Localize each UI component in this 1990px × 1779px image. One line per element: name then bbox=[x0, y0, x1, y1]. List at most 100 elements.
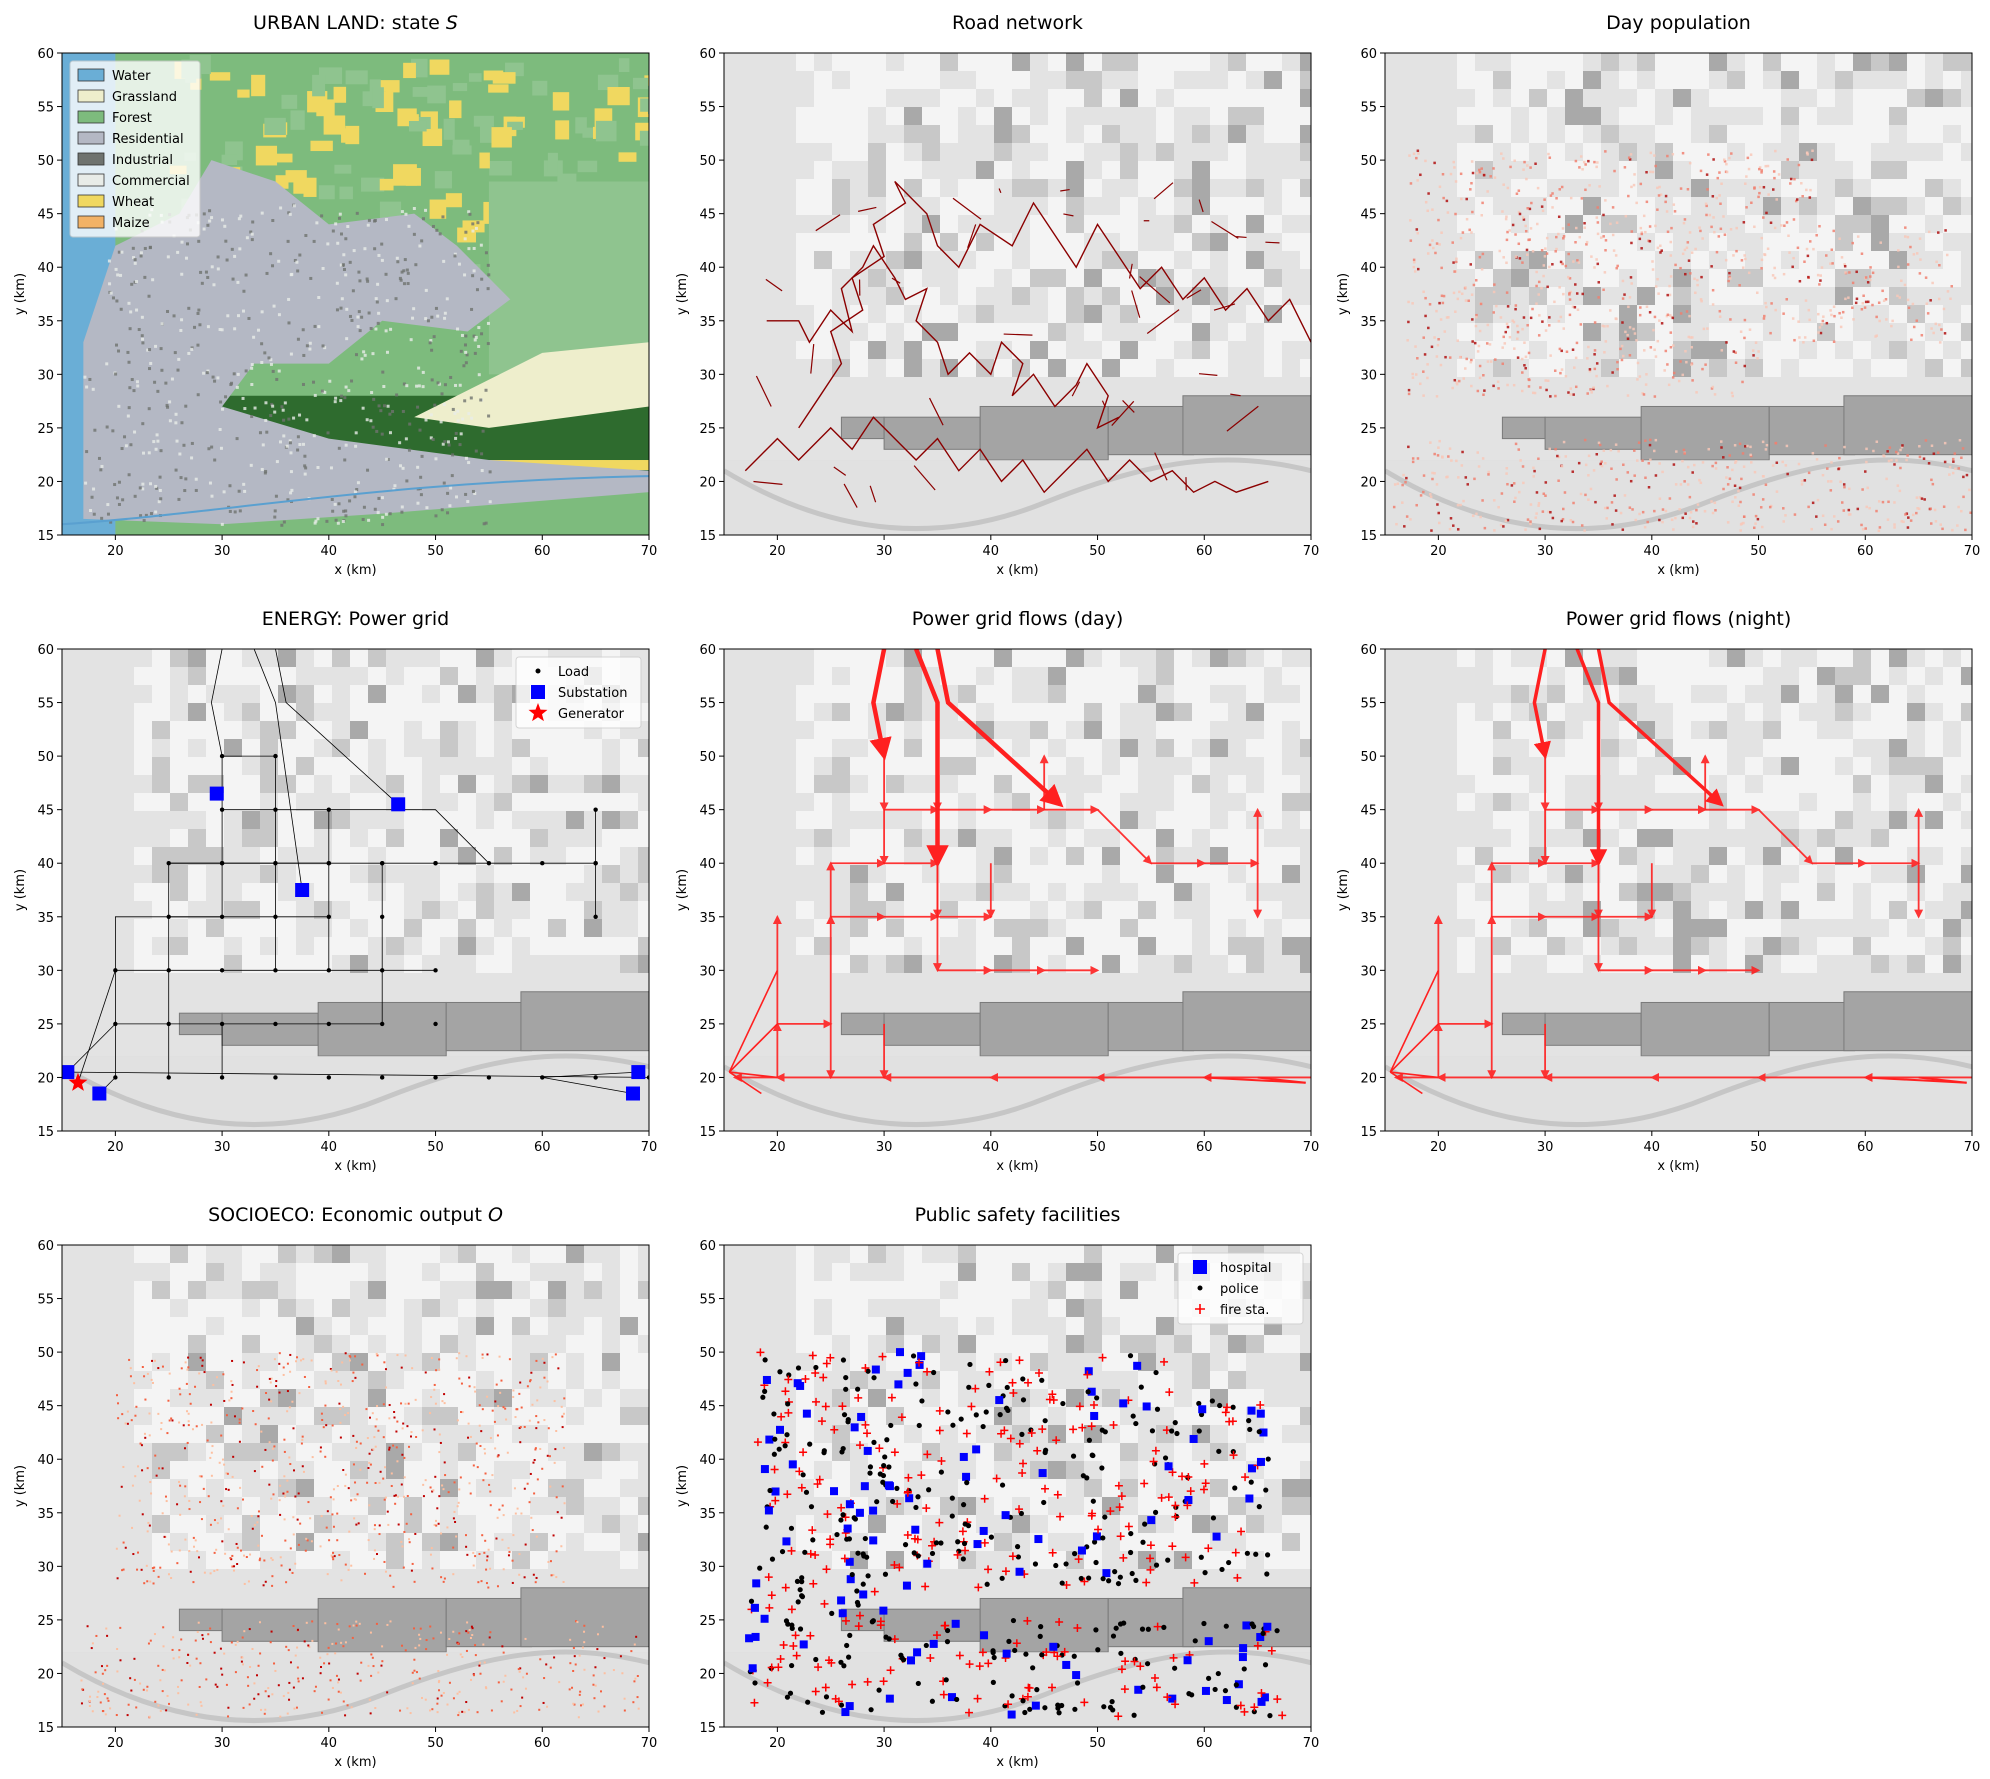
output-cell bbox=[366, 1481, 369, 1484]
output-cell bbox=[264, 1580, 267, 1583]
terrain-tile bbox=[1637, 107, 1655, 125]
terrain-tile bbox=[404, 1389, 422, 1407]
urban-texture bbox=[384, 272, 388, 276]
population-cell bbox=[1713, 501, 1717, 505]
terrain-tile bbox=[1745, 901, 1763, 919]
terrain-tile bbox=[1907, 71, 1925, 89]
legend-label: Load bbox=[558, 665, 589, 680]
terrain-tile bbox=[1943, 667, 1961, 685]
population-cell bbox=[1471, 171, 1475, 175]
terrain-tile bbox=[868, 53, 886, 71]
terrain-tile bbox=[386, 883, 404, 901]
population-cell bbox=[1559, 371, 1562, 375]
population-cell bbox=[1468, 228, 1471, 232]
output-cell bbox=[149, 1639, 152, 1642]
output-cell bbox=[358, 1622, 361, 1625]
terrain-tile bbox=[602, 1425, 620, 1443]
population-cell bbox=[1457, 476, 1460, 479]
urban-texture bbox=[341, 263, 345, 267]
legend-swatch bbox=[77, 68, 105, 82]
urban-texture bbox=[463, 343, 467, 347]
terrain-tile bbox=[1673, 287, 1691, 305]
output-cell bbox=[193, 1545, 196, 1548]
terrain-tile bbox=[584, 1407, 602, 1425]
terrain-tile bbox=[458, 1299, 476, 1317]
population-cell bbox=[1603, 351, 1606, 354]
load-point bbox=[433, 968, 438, 973]
population-cell bbox=[1470, 384, 1473, 388]
output-cell bbox=[381, 1645, 384, 1648]
population-cell bbox=[1686, 465, 1690, 469]
population-cell bbox=[1903, 235, 1907, 238]
terrain-tile bbox=[1781, 955, 1799, 973]
terrain-tile bbox=[1889, 53, 1907, 71]
population-cell bbox=[1572, 260, 1575, 263]
terrain-tile bbox=[1925, 89, 1943, 107]
population-cell bbox=[1742, 521, 1745, 525]
terrain-tile bbox=[260, 1515, 278, 1533]
terrain-tile bbox=[1493, 287, 1511, 305]
population-cell bbox=[1633, 332, 1637, 335]
population-cell bbox=[1708, 213, 1712, 217]
terrain-tile bbox=[1745, 757, 1763, 775]
population-cell bbox=[1786, 158, 1789, 161]
population-cell bbox=[1436, 454, 1440, 457]
terrain-tile bbox=[278, 955, 296, 973]
terrain-tile bbox=[868, 179, 886, 197]
terrain-tile bbox=[1817, 125, 1835, 143]
terrain-tile bbox=[242, 901, 260, 919]
axes-frame bbox=[1384, 648, 1973, 1132]
population-cell bbox=[1740, 477, 1743, 481]
population-cell bbox=[1599, 462, 1602, 466]
urban-texture bbox=[249, 230, 253, 234]
terrain-tile bbox=[1156, 703, 1174, 721]
population-cell bbox=[1623, 494, 1627, 497]
terrain-tile bbox=[1511, 685, 1529, 703]
population-cell bbox=[1506, 230, 1509, 234]
population-cell bbox=[1916, 507, 1919, 510]
population-cell bbox=[1505, 215, 1508, 218]
panel-economic-output: SOCIOECO: Economic output O20 30 40 50 60 701… bbox=[13, 1204, 657, 1770]
population-cell bbox=[1644, 476, 1647, 480]
terrain-tile bbox=[422, 1443, 440, 1461]
population-cell bbox=[1505, 472, 1508, 475]
terrain-tile bbox=[1907, 161, 1925, 179]
terrain-tile bbox=[1781, 793, 1799, 811]
crop-patch bbox=[507, 121, 523, 130]
terrain-tile bbox=[1066, 667, 1084, 685]
terrain-tile bbox=[1102, 53, 1120, 71]
urban-texture bbox=[334, 396, 338, 400]
urban-texture bbox=[329, 466, 333, 470]
population-cell bbox=[1919, 258, 1922, 261]
grid-line bbox=[542, 1077, 634, 1094]
terrain-tile bbox=[1547, 847, 1565, 865]
terrain-tile bbox=[832, 125, 850, 143]
terrain-tile bbox=[476, 649, 494, 667]
population-cell bbox=[1413, 270, 1417, 273]
terrain-tile bbox=[638, 811, 649, 829]
y-tick-label: 30 bbox=[1360, 368, 1377, 383]
terrain-tile bbox=[1246, 865, 1264, 883]
urban-texture bbox=[386, 404, 390, 408]
terrain-tile bbox=[224, 1353, 242, 1371]
population-cell bbox=[1733, 444, 1737, 447]
population-cell bbox=[1951, 457, 1955, 461]
legend-swatch bbox=[77, 194, 105, 208]
y-tick-label: 30 bbox=[699, 964, 716, 979]
x-tick-label: 20 bbox=[769, 544, 786, 559]
urban-texture bbox=[121, 498, 125, 502]
terrain-tile bbox=[368, 901, 386, 919]
terrain-tile bbox=[1012, 703, 1030, 721]
population-cell bbox=[1554, 250, 1557, 253]
population-cell bbox=[1900, 445, 1904, 449]
terrain-tile bbox=[170, 1551, 188, 1569]
terrain-tile bbox=[1174, 685, 1192, 703]
population-cell bbox=[1636, 459, 1639, 462]
output-cell bbox=[478, 1553, 481, 1556]
terrain-tile bbox=[134, 703, 152, 721]
terrain-tile bbox=[188, 1353, 206, 1371]
population-cell bbox=[1571, 348, 1575, 351]
terrain-tile bbox=[1781, 305, 1799, 323]
terrain-tile bbox=[422, 829, 440, 847]
terrain-tile bbox=[1583, 883, 1601, 901]
